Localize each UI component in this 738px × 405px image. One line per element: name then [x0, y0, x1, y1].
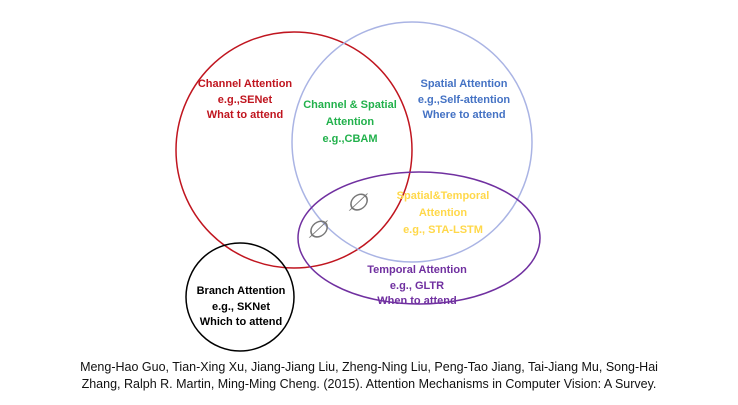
label-line: Spatial Attention	[420, 78, 508, 90]
channel-attention-circle	[175, 31, 413, 269]
spatial-temporal-label: Spatial&Temporal Attention e.g., STA-LST…	[397, 188, 490, 239]
channel-attention-label: Channel Attention e.g.,SENet What to att…	[198, 77, 292, 124]
branch-attention-circle	[185, 242, 295, 352]
label-line: Spatial&Temporal	[396, 190, 490, 202]
label-line: Channel Attention	[197, 78, 293, 90]
temporal-attention-ellipse	[297, 171, 541, 305]
label-line: e.g., GLTR	[389, 279, 445, 292]
spatial-attention-circle	[291, 21, 533, 263]
caption-line: Zhang, Ralph R. Martin, Ming-Ming Cheng.…	[81, 377, 657, 391]
label-line: e.g.,Self-attention	[417, 93, 511, 106]
empty-set-symbol: ∅	[346, 189, 368, 217]
empty-set-symbol: ∅	[306, 216, 328, 244]
label-line: Channel & Spatial	[303, 99, 397, 111]
label-line: e.g.,SENet	[217, 93, 273, 106]
label-line: Branch Attention	[196, 285, 286, 297]
spatial-attention-label: Spatial Attention e.g.,Self-attention Wh…	[418, 77, 510, 124]
channel-spatial-label: Channel & Spatial Attention e.g.,CBAM	[303, 97, 397, 148]
citation-caption: Meng-Hao Guo, Tian-Xing Xu, Jiang-Jiang …	[0, 359, 738, 393]
label-line: e.g., STA-LSTM	[403, 224, 483, 236]
temporal-attention-label: Temporal Attention e.g., GLTR When to at…	[367, 263, 467, 310]
label-line: e.g.,CBAM	[322, 133, 378, 145]
label-line: What to attend	[206, 109, 284, 121]
label-line: Where to attend	[422, 109, 506, 121]
branch-attention-label: Branch Attention e.g., SKNet Which to at…	[197, 284, 286, 331]
label-line: Attention	[418, 207, 468, 219]
label-line: Attention	[325, 116, 375, 128]
label-line: Which to attend	[199, 316, 283, 328]
label-line: e.g., SKNet	[211, 300, 271, 313]
label-line: When to attend	[377, 295, 457, 307]
label-line: Temporal Attention	[367, 264, 467, 276]
caption-line: Meng-Hao Guo, Tian-Xing Xu, Jiang-Jiang …	[80, 360, 658, 374]
